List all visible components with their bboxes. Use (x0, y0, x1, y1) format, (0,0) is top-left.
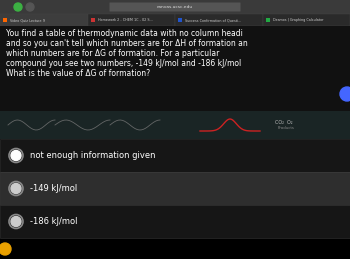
Text: Video Quiz Lecture 9: Video Quiz Lecture 9 (10, 18, 45, 22)
FancyBboxPatch shape (0, 139, 350, 172)
Text: and so you can't tell which numbers are for ΔH of formation an: and so you can't tell which numbers are … (6, 40, 248, 48)
FancyBboxPatch shape (0, 14, 88, 26)
Circle shape (11, 150, 21, 161)
Circle shape (14, 3, 22, 11)
FancyBboxPatch shape (0, 111, 350, 139)
FancyBboxPatch shape (88, 14, 175, 26)
FancyBboxPatch shape (178, 18, 182, 22)
Text: Desmos | Graphing Calculator: Desmos | Graphing Calculator (273, 18, 323, 22)
FancyBboxPatch shape (110, 3, 240, 11)
Text: not enough information given: not enough information given (30, 151, 155, 160)
Text: -149 kJ/mol: -149 kJ/mol (30, 184, 77, 193)
FancyBboxPatch shape (0, 172, 350, 205)
Text: compound you see two numbers, -149 kJ/mol and -186 kJ/mol: compound you see two numbers, -149 kJ/mo… (6, 60, 241, 68)
Text: Success Confirmation of Questi...: Success Confirmation of Questi... (185, 18, 241, 22)
Circle shape (0, 243, 11, 255)
Text: which numbers are for ΔG of formation. For a particular: which numbers are for ΔG of formation. F… (6, 49, 219, 59)
Text: What is the value of ΔG of formation?: What is the value of ΔG of formation? (6, 69, 150, 78)
Circle shape (11, 183, 21, 193)
Text: Products: Products (278, 126, 295, 130)
Text: CO₂  O₂: CO₂ O₂ (275, 120, 293, 126)
Circle shape (340, 87, 350, 101)
FancyBboxPatch shape (91, 18, 95, 22)
FancyBboxPatch shape (266, 18, 270, 22)
Circle shape (26, 3, 34, 11)
FancyBboxPatch shape (0, 0, 350, 14)
FancyBboxPatch shape (0, 26, 350, 111)
Text: -186 kJ/mol: -186 kJ/mol (30, 217, 77, 226)
Text: You find a table of thermodynamic data with no column headi: You find a table of thermodynamic data w… (6, 30, 243, 39)
Circle shape (11, 217, 21, 227)
Text: Homework 2 - CHEM 1C - 02 S...: Homework 2 - CHEM 1C - 02 S... (98, 18, 153, 22)
Text: canvas.ucsc.edu: canvas.ucsc.edu (157, 5, 193, 9)
FancyBboxPatch shape (175, 14, 263, 26)
FancyBboxPatch shape (263, 14, 350, 26)
FancyBboxPatch shape (3, 18, 7, 22)
FancyBboxPatch shape (0, 14, 350, 26)
FancyBboxPatch shape (0, 205, 350, 238)
